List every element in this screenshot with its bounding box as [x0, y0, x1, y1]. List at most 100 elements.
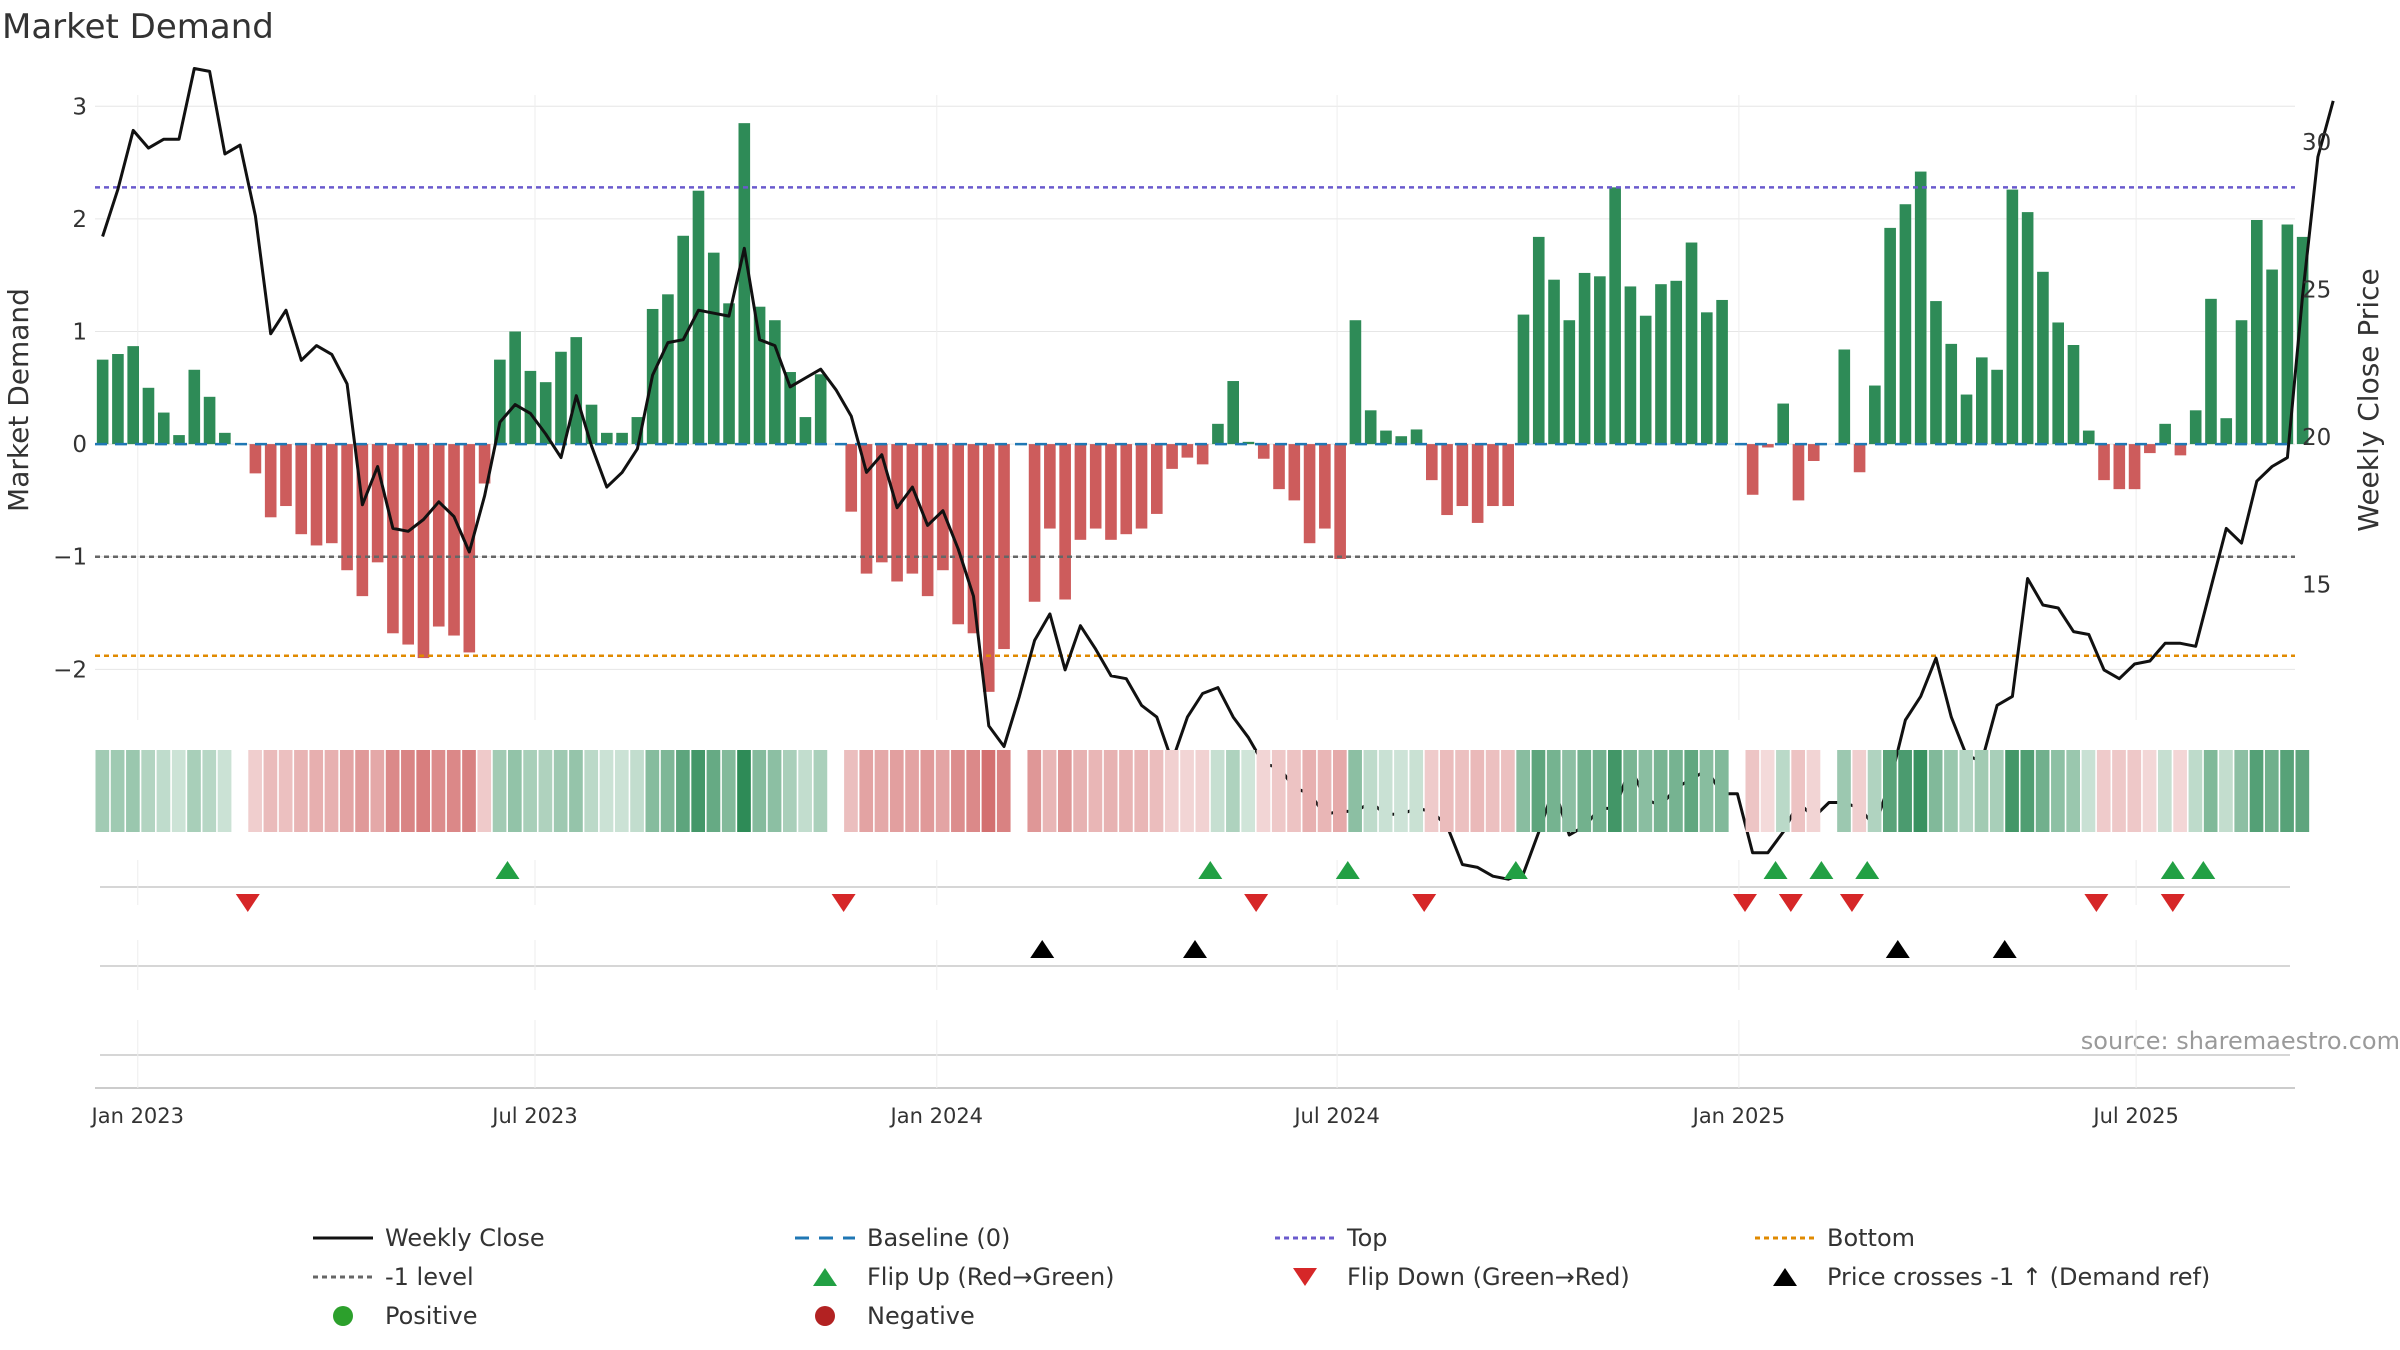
demand-bar	[1807, 444, 1820, 461]
heat-strip-cell	[2280, 750, 2294, 832]
demand-bar	[310, 444, 323, 546]
heat-strip-cell	[2249, 750, 2264, 832]
demand-bar	[448, 444, 460, 636]
heat-strip-cell	[2081, 750, 2096, 832]
demand-bar	[1135, 444, 1148, 529]
heat-strip-cell	[523, 750, 537, 832]
demand-bar	[1639, 315, 1652, 445]
heat-strip-cell	[1837, 750, 1851, 832]
demand-bar	[341, 444, 353, 571]
heat-strip-cell	[1485, 750, 1500, 832]
demand-bar	[1746, 444, 1759, 495]
heat-strip-cell	[1210, 750, 1225, 832]
legend-item: Weekly Close	[313, 1224, 545, 1252]
heat-strip-cell	[1760, 750, 1775, 832]
heat-strip-cell	[126, 750, 140, 832]
heat-strip-cell	[2264, 750, 2279, 832]
flip-up-marker	[1335, 861, 1360, 879]
heat-strip-cell	[691, 750, 706, 832]
demand-bar	[2128, 444, 2141, 490]
heat-strip-cell	[1363, 750, 1378, 832]
demand-bar	[769, 320, 781, 445]
heat-strip-cell	[844, 750, 858, 832]
legend: Weekly Close Baseline (0) Top Bottom -1 leve…	[313, 1224, 2210, 1330]
heat-strip-cell	[294, 750, 308, 832]
legend-label: Baseline (0)	[867, 1224, 1010, 1252]
demand-bar	[1624, 286, 1637, 445]
flip-up-marker	[2191, 861, 2216, 879]
heat-strip-cell	[981, 750, 996, 832]
heat-strip-cell	[1348, 750, 1362, 832]
legend-label: Price crosses -1 ↑ (Demand ref)	[1827, 1263, 2210, 1291]
demand-bar	[1456, 444, 1469, 507]
heat-strip-cell	[1088, 750, 1103, 832]
heat-strip-cell	[630, 750, 644, 832]
heat-strip-cell	[1867, 750, 1882, 832]
demand-bar	[157, 412, 170, 445]
demand-bar	[1563, 320, 1576, 445]
legend-item: Positive	[333, 1302, 478, 1330]
heat-strip-cell	[1638, 750, 1653, 832]
heat-strip-cell	[1241, 750, 1256, 832]
demand-bar	[723, 303, 735, 445]
price-cross-marker	[1030, 940, 1055, 958]
legend-label: Positive	[385, 1302, 478, 1330]
demand-bar	[2220, 418, 2233, 445]
heat-strip-cell	[2127, 750, 2142, 832]
demand-bar	[2174, 444, 2187, 456]
legend-swatch	[1293, 1268, 1317, 1286]
demand-bar	[1532, 236, 1545, 445]
heat-strip-cell	[1317, 750, 1332, 832]
heat-strip-cell	[859, 750, 874, 832]
x-tick-label: Jan 2024	[889, 1104, 984, 1128]
heat-strip-cell	[202, 750, 217, 832]
heat-strip-cell	[2005, 750, 2019, 832]
heat-strip-cell	[538, 750, 553, 832]
flip-down-marker	[235, 894, 260, 912]
heat-strip-cell	[1699, 750, 1714, 832]
demand-bar	[2052, 322, 2064, 445]
demand-bar	[1212, 423, 1224, 445]
flip-down-marker	[1778, 894, 1803, 912]
heat-strip-cell	[477, 750, 492, 832]
heat-strip-cell	[1653, 750, 1668, 832]
demand-bar	[1028, 444, 1041, 602]
demand-bar	[356, 444, 369, 597]
demand-bar	[1257, 444, 1270, 459]
legend-label: Top	[1346, 1224, 1388, 1252]
heat-strip-cell	[1546, 750, 1561, 832]
demand-bar	[662, 294, 674, 445]
demand-bar	[2296, 236, 2309, 445]
heat-strip-cell	[706, 750, 721, 832]
price-line-layer	[101, 67, 2335, 881]
demand-bar	[1044, 444, 1056, 529]
heat-strip-cell	[599, 750, 614, 832]
heat-strip-cell	[1195, 750, 1210, 832]
demand-bar	[982, 444, 995, 692]
x-tick-label: Jan 2023	[90, 1104, 185, 1128]
heat-strip-cell	[462, 750, 476, 832]
reference-lines-layer	[95, 186, 2295, 658]
demand-bar	[1930, 301, 1942, 445]
x-tick-label: Jul 2025	[2091, 1104, 2178, 1128]
flip-up-marker	[495, 861, 520, 879]
heat-strip-cell	[492, 750, 507, 832]
heat-strip-cell	[1669, 750, 1683, 832]
heat-strip-cell	[767, 750, 782, 832]
demand-bar	[1838, 349, 1851, 445]
demand-bar	[1853, 444, 1866, 473]
demand-bar	[1166, 444, 1178, 469]
heat-strip-cell	[1623, 750, 1637, 832]
demand-bar	[1517, 314, 1530, 445]
demand-bar	[402, 444, 414, 645]
demand-bar	[264, 444, 277, 518]
legend-label: Bottom	[1827, 1224, 1915, 1252]
heat-strip-cell	[370, 750, 385, 832]
demand-bar	[2021, 212, 2034, 445]
demand-bar	[1777, 403, 1789, 445]
heat-strip-cell	[217, 750, 232, 832]
legend-item: Price crosses -1 ↑ (Demand ref)	[1773, 1263, 2210, 1291]
demand-bar	[906, 444, 919, 574]
demand-bar	[326, 444, 338, 544]
